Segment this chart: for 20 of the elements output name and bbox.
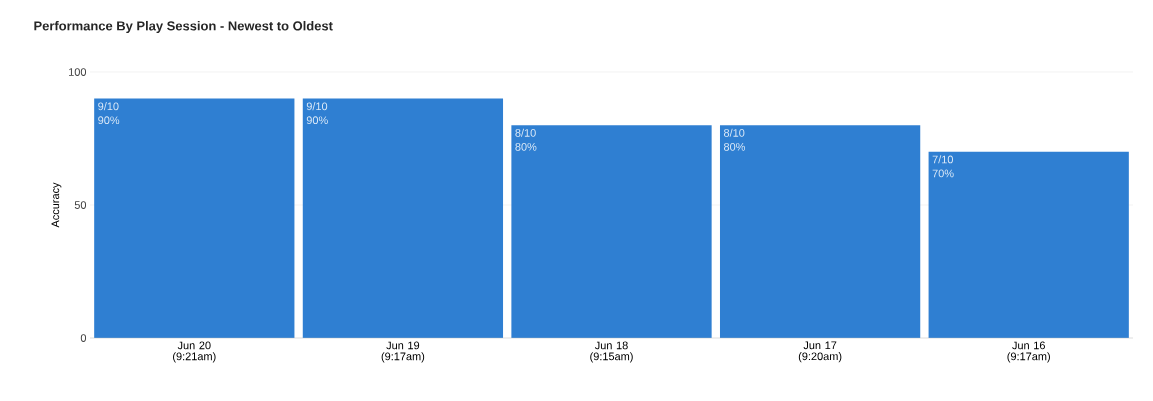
x-tick-label: Jun 16 (9:17am) [1007, 341, 1050, 363]
data-label: 8/10 80% [515, 128, 537, 151]
x-tick-label: Jun 19 (9:17am) [381, 341, 425, 363]
y-tick-label: 0 [80, 334, 87, 342]
x-tick-label: Jun 17 (9:20am) [798, 341, 842, 363]
bar [94, 98, 295, 338]
data-label: 9/10 90% [306, 102, 328, 125]
chart-title: Performance By Play Session - Newest to Oldest [34, 20, 333, 34]
x-tick-label: Jun 18 (9:15am) [590, 341, 633, 363]
bar [719, 125, 921, 338]
y-tick-label: 100 [69, 68, 87, 76]
y-axis-title: Accuracy [51, 182, 62, 228]
y-tick-label: 50 [74, 201, 87, 209]
data-label: 8/10 80% [723, 128, 746, 151]
data-label: 7/10 70% [932, 155, 954, 178]
bar [511, 125, 712, 338]
data-label: 9/10 90% [98, 102, 120, 125]
x-tick-label: Jun 20 (9:21am) [173, 341, 216, 363]
bar [302, 98, 504, 338]
bar [928, 151, 1129, 338]
